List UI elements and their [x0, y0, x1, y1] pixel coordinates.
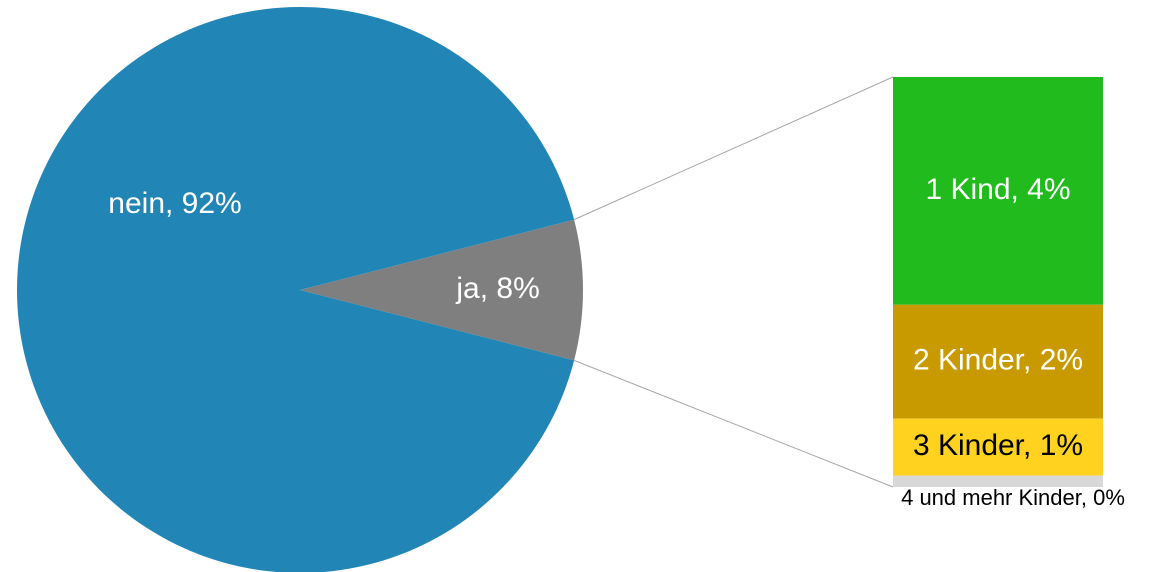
pie-label-nein: nein, 92% — [108, 187, 241, 220]
bar-label-3-kinder: 3 Kinder, 1% — [913, 429, 1083, 462]
stacked-bar — [893, 77, 1103, 487]
connector-line-top — [573, 76, 894, 221]
pie — [17, 7, 583, 572]
pie-slice-ja — [300, 219, 583, 361]
data-labels: ja, 8% nein, 92% 1 Kind, 4% 2 Kinder, 2% 3 K… — [108, 173, 1125, 510]
bar-label-4-und-mehr-kinder: 4 und mehr Kinder, 0% — [901, 485, 1125, 510]
bar-segment-4-und-mehr-kinder — [893, 475, 1103, 487]
bar-label-2-kinder: 2 Kinder, 2% — [913, 344, 1083, 377]
pie-label-ja: ja, 8% — [455, 272, 539, 305]
connector-line-bottom — [573, 359, 894, 488]
bar-segment-2-kinder — [893, 304, 1103, 419]
bar-segment-3-kinder — [893, 418, 1103, 476]
bar-label-1-kind: 1 Kind, 4% — [925, 173, 1070, 206]
connector-lines — [573, 76, 894, 488]
pie-slice-nein — [17, 7, 575, 572]
bar-segment-1-kind — [893, 77, 1103, 305]
